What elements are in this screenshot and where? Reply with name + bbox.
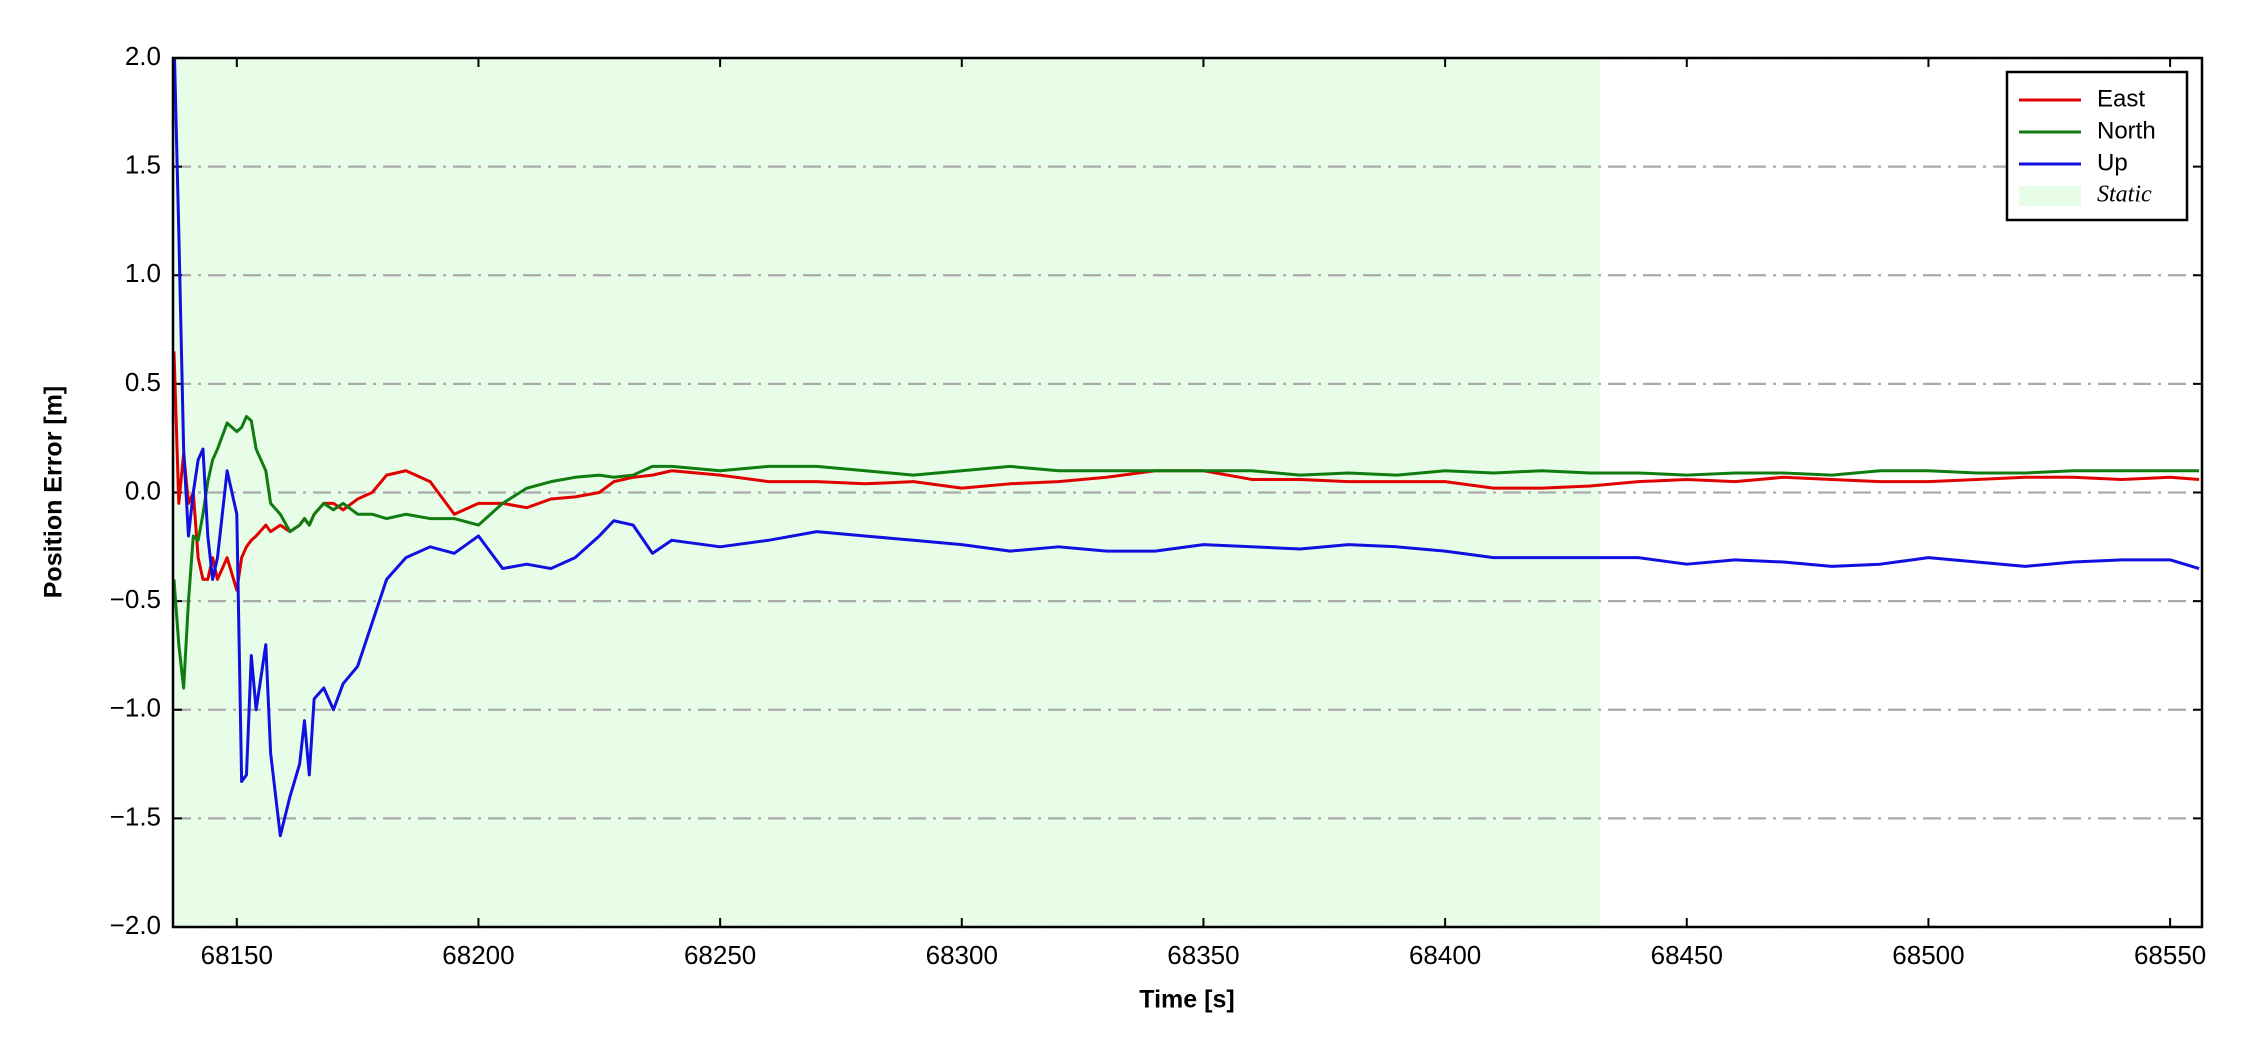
x-tick-label: 68400 xyxy=(1409,940,1481,970)
y-tick-label: 2.0 xyxy=(125,41,161,71)
y-tick-label: −1.5 xyxy=(110,801,161,831)
x-tick-label: 68550 xyxy=(2134,940,2206,970)
x-tick-label: 68200 xyxy=(442,940,514,970)
y-tick-label: 1.0 xyxy=(125,258,161,288)
line-series xyxy=(173,414,2200,690)
y-tick-label: 0.0 xyxy=(125,475,161,505)
legend: East North Up Static xyxy=(2005,70,2189,222)
legend-patch xyxy=(2019,186,2081,206)
legend-label: East xyxy=(2097,85,2145,112)
y-tick-label: 0.5 xyxy=(125,367,161,397)
x-tick-label: 68350 xyxy=(1167,940,1239,970)
x-tick-label: 68500 xyxy=(1892,940,1964,970)
legend-label: Up xyxy=(2097,149,2128,176)
x-tick-label: 68300 xyxy=(926,940,998,970)
plot-frame xyxy=(171,56,2204,929)
x-tick-label: 68450 xyxy=(1651,940,1723,970)
x-axis-label: Time [s] xyxy=(1139,986,1234,1014)
legend-label: North xyxy=(2097,117,2156,144)
y-tick-label: 1.5 xyxy=(125,150,161,180)
line-series xyxy=(173,351,2200,592)
legend-label: Static xyxy=(2097,182,2152,208)
x-tick-label: 68150 xyxy=(201,940,273,970)
y-tick-label: −2.0 xyxy=(110,910,161,940)
y-tick-label: −0.5 xyxy=(110,584,161,614)
y-axis-label: Position Error [m] xyxy=(40,386,68,599)
y-tick-label: −1.0 xyxy=(110,693,161,723)
x-tick-label: 68250 xyxy=(684,940,756,970)
line-series xyxy=(173,58,2200,838)
